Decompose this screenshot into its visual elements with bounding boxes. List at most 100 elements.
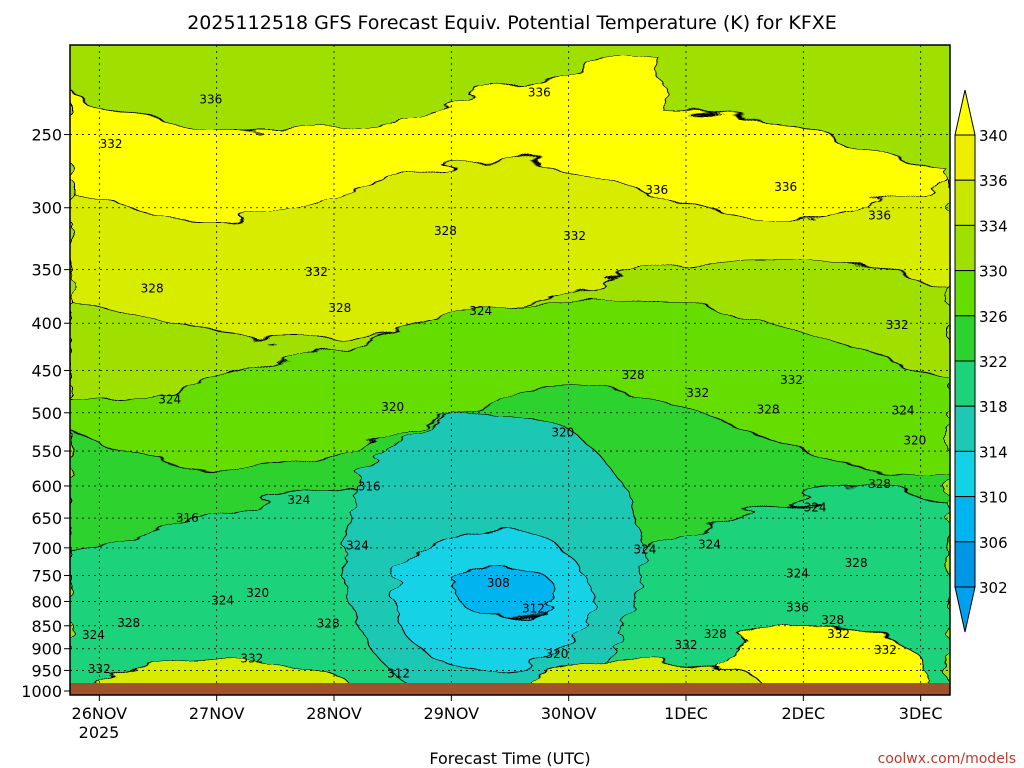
theta-e-bands xyxy=(70,55,950,695)
colorbar: 340 336 334 330 326 322 318 314 310 306 302 xyxy=(954,89,1008,633)
x-year-label: 2025 xyxy=(79,723,120,742)
x-tick-label: 26NOV xyxy=(72,704,128,723)
contour-label: 324 xyxy=(633,543,656,557)
contour-label: 332 xyxy=(874,643,897,657)
y-tick-label: 550 xyxy=(31,442,62,461)
dry-air-core xyxy=(453,564,555,616)
colorbar-segment xyxy=(954,541,976,588)
contour-label: 328 xyxy=(704,627,727,641)
colorbar-segment xyxy=(954,270,976,317)
y-tick-label: 500 xyxy=(31,404,62,423)
contour-label: 320 xyxy=(246,586,269,600)
contour-label: 324 xyxy=(804,500,827,514)
contour-label: 332 xyxy=(827,627,850,641)
contour-label: 328 xyxy=(868,477,891,491)
contour-label: 312 xyxy=(522,601,545,615)
y-tick-label: 650 xyxy=(31,509,62,528)
ground-strip xyxy=(70,683,950,695)
contour-label: 324 xyxy=(469,304,492,318)
colorbar-tick-label: 326 xyxy=(979,308,1008,326)
colorbar-tick-label: 330 xyxy=(979,263,1008,281)
contour-label: 332 xyxy=(100,137,123,151)
contour-label: 336 xyxy=(868,209,891,223)
y-tick-label: 1000 xyxy=(21,682,62,701)
y-tick-label: 800 xyxy=(31,592,62,611)
y-tick-label: 400 xyxy=(31,314,62,333)
colorbar-segment xyxy=(954,179,976,226)
y-tick-label: 950 xyxy=(31,661,62,680)
contour-label: 324 xyxy=(786,566,809,580)
y-tick-label: 450 xyxy=(31,361,62,380)
contour-label: 328 xyxy=(622,368,645,382)
contour-label: 332 xyxy=(886,318,909,332)
credit-text: coolwx.com/models xyxy=(878,751,1016,767)
x-tick-label: 27NOV xyxy=(189,704,245,723)
x-axis: 26NOV 27NOV 28NOV 29NOV 30NOV 1DEC 2DEC 3DEC xyxy=(72,695,943,723)
contour-label: 320 xyxy=(545,647,568,661)
colorbar-tick-label: 310 xyxy=(979,489,1008,507)
colorbar-segment xyxy=(954,450,976,498)
contour-label: 320 xyxy=(903,434,926,448)
contour-label: 336 xyxy=(786,600,809,614)
contour-label: 324 xyxy=(287,493,310,507)
contour-label: 332 xyxy=(88,662,111,676)
colorbar-segment xyxy=(954,496,976,543)
contour-label: 328 xyxy=(141,282,164,296)
contour-label: 324 xyxy=(346,539,369,553)
x-tick-label: 30NOV xyxy=(541,704,597,723)
colorbar-segment xyxy=(954,405,976,452)
contour-label: 316 xyxy=(358,480,381,494)
x-tick-label: 29NOV xyxy=(424,704,480,723)
y-tick-label: 900 xyxy=(31,640,62,659)
contour-label: 332 xyxy=(780,373,803,387)
contour-label: 312 xyxy=(387,666,410,680)
contour-label: 320 xyxy=(381,400,404,414)
colorbar-tick-label: 340 xyxy=(979,127,1008,145)
contour-label: 328 xyxy=(117,616,140,630)
contour-label: 324 xyxy=(698,537,721,551)
x-tick-label: 28NOV xyxy=(306,704,362,723)
contour-label: 336 xyxy=(199,92,222,106)
contour-label: 328 xyxy=(821,613,844,627)
colorbar-top-arrow xyxy=(954,89,976,136)
contour-label: 332 xyxy=(675,638,698,652)
y-tick-label: 250 xyxy=(31,126,62,145)
colorbar-segment xyxy=(954,360,976,407)
contour-label: 324 xyxy=(82,628,105,642)
contour-label: 328 xyxy=(328,301,351,315)
contour-label: 336 xyxy=(645,183,668,197)
contour-label: 324 xyxy=(892,403,915,417)
contour-label: 336 xyxy=(528,85,551,99)
x-tick-label: 1DEC xyxy=(664,704,708,723)
contour-label: 332 xyxy=(563,229,586,243)
y-axis: 250 300 350 400 450 500 550 600 650 700 750 800 850 9… xyxy=(21,126,70,701)
x-axis-label: Forecast Time (UTC) xyxy=(429,749,590,768)
y-tick-label: 600 xyxy=(31,477,62,496)
colorbar-tick-label: 318 xyxy=(979,398,1008,416)
contour-label: 328 xyxy=(434,224,457,238)
y-tick-label: 350 xyxy=(31,261,62,280)
x-tick-label: 2DEC xyxy=(781,704,825,723)
colorbar-tick-label: 336 xyxy=(979,172,1008,190)
contour-label: 332 xyxy=(305,265,328,279)
colorbar-segment xyxy=(954,315,976,362)
contour-label: 316 xyxy=(176,511,199,525)
x-tick-label: 3DEC xyxy=(899,704,943,723)
contour-label: 320 xyxy=(551,425,574,439)
y-tick-label: 850 xyxy=(31,617,62,636)
y-tick-label: 750 xyxy=(31,567,62,586)
contour-label: 324 xyxy=(158,393,181,407)
contour-label: 324 xyxy=(211,593,234,607)
colorbar-tick-label: 314 xyxy=(979,443,1008,461)
contour-label: 332 xyxy=(240,651,263,665)
colorbar-tick-label: 334 xyxy=(979,217,1008,235)
colorbar-tick-label: 302 xyxy=(979,579,1008,597)
contour-label: 328 xyxy=(845,556,868,570)
colorbar-tick-label: 306 xyxy=(979,534,1008,552)
colorbar-segment xyxy=(954,224,976,272)
colorbar-segment xyxy=(954,134,976,181)
y-tick-label: 300 xyxy=(31,199,62,218)
contour-label: 328 xyxy=(757,403,780,417)
